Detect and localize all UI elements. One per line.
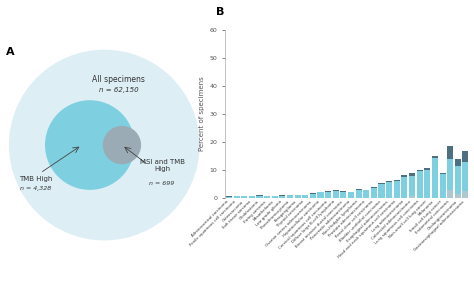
Bar <box>401 175 408 177</box>
Bar <box>363 190 369 198</box>
Bar <box>241 196 247 198</box>
Bar <box>386 181 392 182</box>
Bar <box>409 196 415 198</box>
Text: n = 62,150: n = 62,150 <box>99 88 138 94</box>
Bar <box>432 156 438 158</box>
Bar <box>447 146 453 159</box>
Bar <box>256 196 263 198</box>
Bar <box>401 177 408 198</box>
Bar <box>463 191 468 198</box>
Bar <box>234 197 240 198</box>
Bar <box>294 195 301 198</box>
Circle shape <box>9 50 199 240</box>
Bar <box>447 190 453 198</box>
Text: MSI and TMB
High: MSI and TMB High <box>139 159 184 172</box>
Bar <box>409 173 415 176</box>
Bar <box>463 162 468 191</box>
Bar <box>455 159 461 166</box>
Bar <box>439 174 446 198</box>
Bar <box>302 195 308 198</box>
Bar <box>340 192 346 198</box>
Bar <box>325 191 331 192</box>
Text: All specimens: All specimens <box>92 75 145 84</box>
Bar <box>417 170 423 171</box>
Text: n = 699: n = 699 <box>149 181 174 186</box>
Text: A: A <box>7 47 15 57</box>
Bar <box>310 193 316 194</box>
Bar <box>455 194 461 198</box>
Bar <box>356 190 362 198</box>
Y-axis label: Percent of specimens: Percent of specimens <box>200 77 205 151</box>
Text: TMB High: TMB High <box>19 176 53 182</box>
Bar <box>325 192 331 198</box>
Bar <box>378 183 384 184</box>
Bar <box>279 196 285 198</box>
Bar <box>356 189 362 190</box>
Bar <box>455 166 461 194</box>
Bar <box>424 168 430 170</box>
Bar <box>371 188 377 198</box>
Bar <box>287 195 293 198</box>
Bar <box>439 173 446 174</box>
Bar <box>318 192 324 198</box>
Bar <box>394 180 400 181</box>
Bar <box>272 196 278 198</box>
Text: B: B <box>216 7 224 17</box>
Bar <box>310 194 316 198</box>
Bar <box>447 159 453 190</box>
Bar <box>378 184 384 198</box>
Bar <box>424 170 430 198</box>
Bar <box>333 191 339 198</box>
Bar <box>340 191 346 192</box>
Bar <box>226 197 232 198</box>
Circle shape <box>103 127 140 163</box>
Bar <box>249 196 255 198</box>
Bar <box>348 192 354 198</box>
Bar <box>432 158 438 198</box>
Circle shape <box>46 101 134 189</box>
Bar <box>386 182 392 198</box>
Bar <box>463 151 468 162</box>
Bar <box>417 171 423 198</box>
Bar <box>394 181 400 198</box>
Bar <box>371 187 377 188</box>
Text: n = 4,328: n = 4,328 <box>20 186 52 191</box>
Bar <box>264 197 270 198</box>
Bar <box>409 176 415 196</box>
Bar <box>333 190 339 191</box>
